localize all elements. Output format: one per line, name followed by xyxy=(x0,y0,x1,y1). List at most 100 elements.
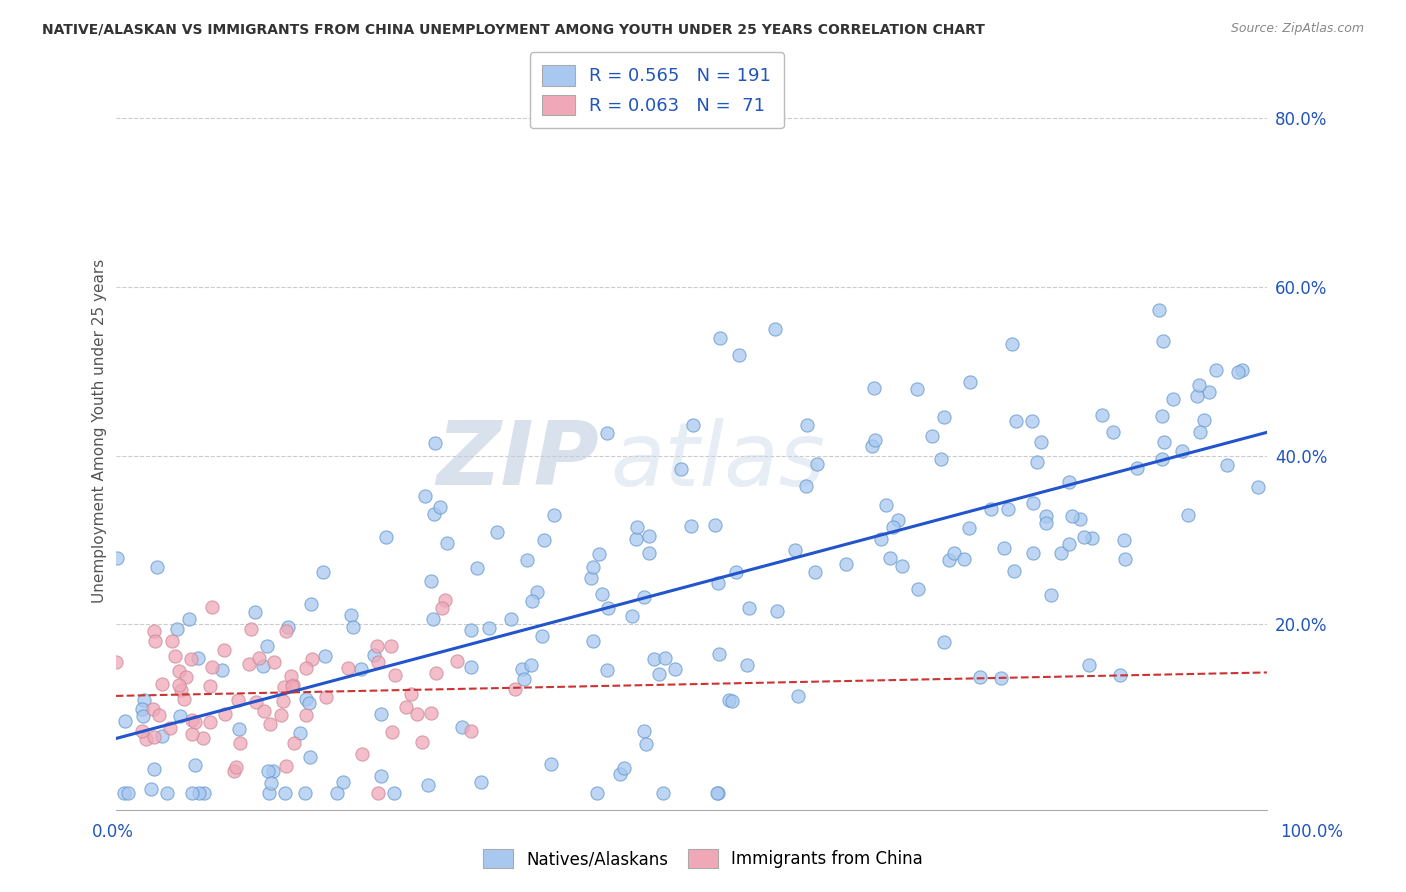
Point xyxy=(1227,365,1250,379)
Point xyxy=(252,659,274,673)
Point xyxy=(707,786,730,800)
Point xyxy=(510,662,533,676)
Point xyxy=(704,518,727,533)
Point xyxy=(766,604,789,618)
Point xyxy=(238,657,260,671)
Point xyxy=(367,786,389,800)
Point xyxy=(1163,392,1185,407)
Point xyxy=(184,715,207,730)
Point xyxy=(228,736,250,750)
Point xyxy=(637,529,659,543)
Point xyxy=(997,502,1019,516)
Point xyxy=(312,565,335,579)
Point xyxy=(706,575,728,590)
Point xyxy=(1060,509,1083,524)
Point xyxy=(112,786,135,800)
Point xyxy=(276,758,298,772)
Point xyxy=(1077,658,1099,673)
Point xyxy=(170,683,193,698)
Point xyxy=(145,560,167,574)
Point xyxy=(370,707,392,722)
Point xyxy=(342,620,364,634)
Point xyxy=(1081,531,1104,545)
Point xyxy=(804,565,827,579)
Point xyxy=(142,702,165,716)
Point xyxy=(1126,461,1149,475)
Point xyxy=(886,513,908,527)
Point xyxy=(626,520,648,534)
Point xyxy=(863,433,886,447)
Point xyxy=(332,774,354,789)
Point xyxy=(624,532,647,546)
Point xyxy=(1215,458,1237,473)
Point xyxy=(131,723,153,738)
Point xyxy=(1152,451,1174,466)
Point xyxy=(1069,512,1091,526)
Point xyxy=(201,660,224,674)
Point xyxy=(299,750,322,764)
Text: Source: ZipAtlas.com: Source: ZipAtlas.com xyxy=(1230,22,1364,36)
Point xyxy=(433,592,456,607)
Text: 0.0%: 0.0% xyxy=(91,822,134,840)
Point xyxy=(143,762,166,776)
Point xyxy=(905,382,928,396)
Point xyxy=(516,553,538,567)
Point xyxy=(259,717,281,731)
Point xyxy=(177,612,200,626)
Legend: R = 0.565   N = 191, R = 0.063   N =  71: R = 0.565 N = 191, R = 0.063 N = 71 xyxy=(530,52,783,128)
Point xyxy=(395,700,418,714)
Point xyxy=(875,498,897,512)
Point xyxy=(165,649,187,664)
Point xyxy=(367,655,389,669)
Point xyxy=(263,655,285,669)
Point xyxy=(596,425,619,440)
Point xyxy=(835,557,858,571)
Point xyxy=(806,457,828,471)
Point xyxy=(226,692,249,706)
Point xyxy=(281,680,304,694)
Point xyxy=(294,786,316,800)
Point xyxy=(980,502,1002,516)
Point xyxy=(717,692,740,706)
Point xyxy=(1022,496,1045,510)
Point xyxy=(709,647,731,661)
Point xyxy=(1114,552,1136,566)
Point xyxy=(148,707,170,722)
Point xyxy=(520,594,543,608)
Point xyxy=(418,778,440,792)
Point xyxy=(1021,414,1043,428)
Point xyxy=(470,774,492,789)
Point xyxy=(152,729,174,743)
Point xyxy=(609,766,631,780)
Point xyxy=(176,670,198,684)
Point xyxy=(990,672,1012,686)
Point xyxy=(1057,475,1080,489)
Point xyxy=(938,553,960,567)
Point xyxy=(1040,588,1063,602)
Point xyxy=(1177,508,1199,523)
Point xyxy=(1000,336,1022,351)
Legend: Natives/Alaskans, Immigrants from China: Natives/Alaskans, Immigrants from China xyxy=(474,840,932,877)
Point xyxy=(370,769,392,783)
Point xyxy=(132,709,155,723)
Point xyxy=(299,597,322,611)
Point xyxy=(187,650,209,665)
Point xyxy=(143,730,166,744)
Text: NATIVE/ALASKAN VS IMMIGRANTS FROM CHINA UNEMPLOYMENT AMONG YOUTH UNDER 25 YEARS : NATIVE/ALASKAN VS IMMIGRANTS FROM CHINA … xyxy=(42,22,986,37)
Point xyxy=(1102,425,1125,439)
Point xyxy=(664,662,686,676)
Point xyxy=(634,737,657,751)
Y-axis label: Unemployment Among Youth under 25 years: Unemployment Among Youth under 25 years xyxy=(93,259,107,602)
Point xyxy=(245,694,267,708)
Point xyxy=(363,648,385,663)
Point xyxy=(582,634,605,648)
Point xyxy=(1073,530,1095,544)
Point xyxy=(1035,516,1057,531)
Point xyxy=(870,532,893,546)
Point xyxy=(249,650,271,665)
Point xyxy=(169,709,191,723)
Point xyxy=(273,680,295,694)
Point xyxy=(336,660,359,674)
Point xyxy=(225,760,247,774)
Point xyxy=(280,668,302,682)
